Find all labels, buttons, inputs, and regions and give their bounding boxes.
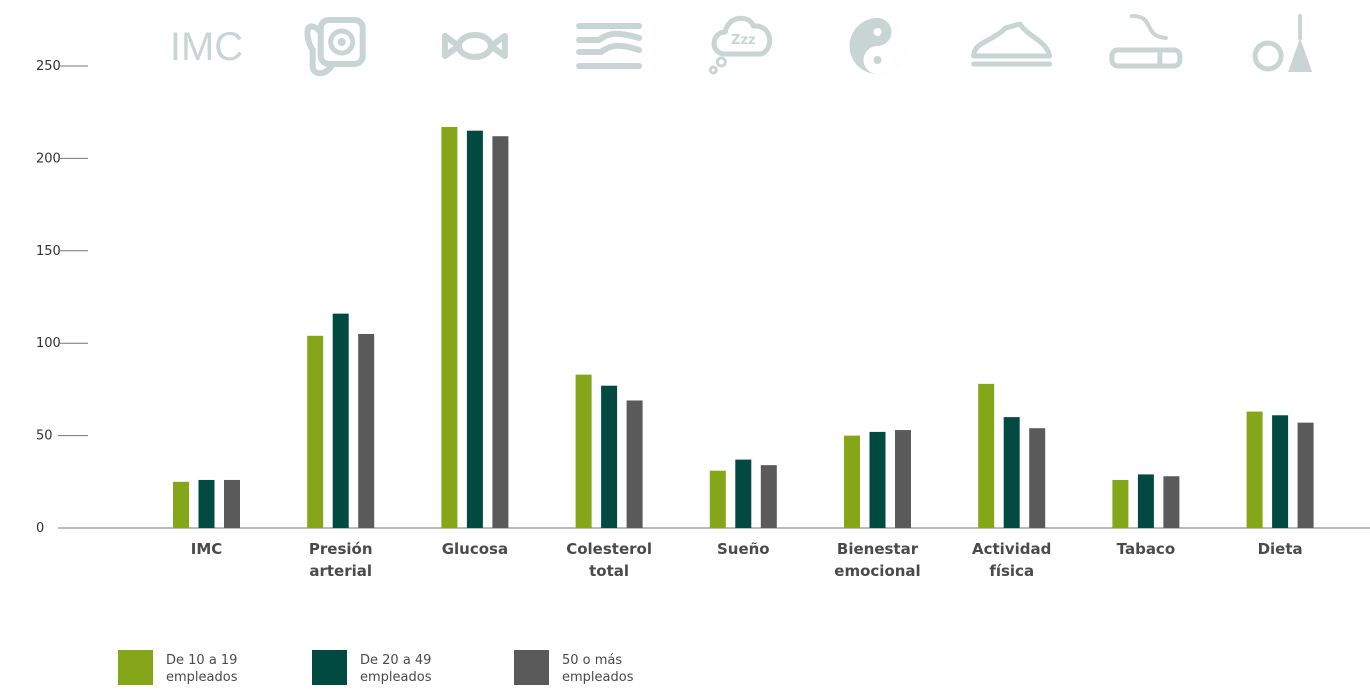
bar (466, 130, 483, 528)
bar (441, 126, 458, 528)
bar (224, 479, 240, 528)
bar (1297, 422, 1314, 528)
y-tick-label: 200 (36, 151, 61, 166)
category-label: Dieta (1258, 540, 1303, 558)
y-axis: 0 50 100 150 200 250 (36, 59, 1370, 536)
y-tick-label: 50 (36, 429, 53, 444)
y-tick-label: 250 (36, 59, 61, 74)
bar (492, 136, 509, 528)
bar (1112, 479, 1129, 528)
category-label: Colesterol total (566, 540, 652, 580)
diet-icon (1252, 14, 1313, 72)
bar (709, 470, 726, 528)
bars (173, 126, 1314, 528)
svg-text:Zzz: Zzz (731, 33, 756, 48)
legend-label: De 20 a 49 empleados (360, 653, 432, 685)
svg-text:IMC: IMC (170, 25, 243, 69)
legend-label: 50 o más empleados (562, 653, 634, 685)
category-label: Actividad física (972, 540, 1051, 580)
y-tick-label: 150 (36, 244, 61, 259)
category-label: Tabaco (1117, 540, 1175, 558)
legend-label: De 10 a 19 empleados (166, 653, 238, 685)
bar (307, 335, 324, 528)
bar (601, 385, 618, 528)
bar (1137, 474, 1154, 528)
yin-yang-icon (849, 18, 906, 74)
legend-swatch (514, 650, 549, 685)
cigarette-icon (1109, 14, 1183, 69)
category-label: Glucosa (442, 540, 508, 558)
bar (1029, 428, 1046, 528)
bar (1246, 411, 1263, 528)
y-tick-label: 100 (36, 336, 61, 351)
bar (978, 383, 995, 528)
cholesterol-icon (576, 23, 643, 69)
category-label: IMC (191, 540, 223, 558)
bar (198, 479, 215, 528)
bar-chart: IMC Zzz 0 50 100 150 200 250 IMC Presión arteria… (36, 14, 1370, 580)
bar (1163, 476, 1180, 528)
category-label: Presión arterial (309, 540, 373, 580)
bar (332, 313, 349, 528)
bar (760, 465, 777, 528)
sleep-icon: Zzz (708, 15, 773, 75)
candy-icon (441, 32, 508, 60)
bar (1272, 415, 1289, 528)
category-label: Sueño (717, 540, 770, 558)
bar (358, 333, 375, 528)
legend-swatch (312, 650, 347, 685)
legend: De 10 a 19 empleados De 20 a 49 empleados 50… (0, 650, 1370, 695)
x-axis-labels: IMC Presión arterial Glucosa Colesterol total… (191, 540, 1303, 580)
legend-swatch (118, 650, 153, 685)
bar (844, 435, 860, 528)
category-label: Bienestar emocional (834, 540, 920, 580)
bar (735, 459, 752, 528)
sneaker-icon (971, 21, 1053, 67)
category-icons: IMC Zzz (170, 14, 1313, 77)
bar (575, 374, 592, 528)
bar (173, 481, 189, 528)
bar (1003, 417, 1020, 528)
blood-pressure-icon (304, 17, 366, 77)
bar (626, 400, 643, 528)
imc-icon: IMC (170, 25, 243, 69)
y-tick-label: 0 (36, 521, 44, 536)
bar (869, 431, 886, 528)
bar (895, 430, 911, 528)
